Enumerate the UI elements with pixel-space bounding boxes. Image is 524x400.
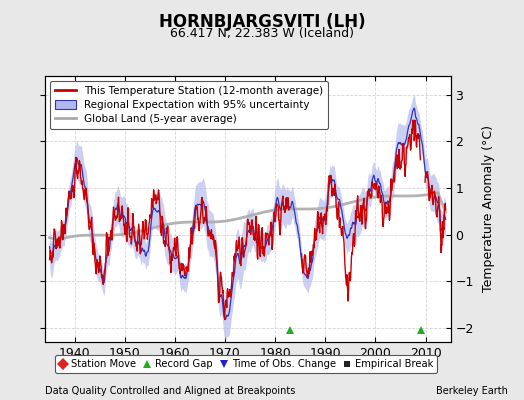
Text: 66.417 N, 22.383 W (Iceland): 66.417 N, 22.383 W (Iceland) [170,27,354,40]
Text: Berkeley Earth: Berkeley Earth [436,386,508,396]
Text: Data Quality Controlled and Aligned at Breakpoints: Data Quality Controlled and Aligned at B… [45,386,295,396]
Text: HORNBJARGSVITI (LH): HORNBJARGSVITI (LH) [159,13,365,31]
Legend: This Temperature Station (12-month average), Regional Expectation with 95% uncer: This Temperature Station (12-month avera… [50,81,329,129]
Y-axis label: Temperature Anomaly (°C): Temperature Anomaly (°C) [482,126,495,292]
Legend: Station Move, Record Gap, Time of Obs. Change, Empirical Break: Station Move, Record Gap, Time of Obs. C… [55,355,438,373]
